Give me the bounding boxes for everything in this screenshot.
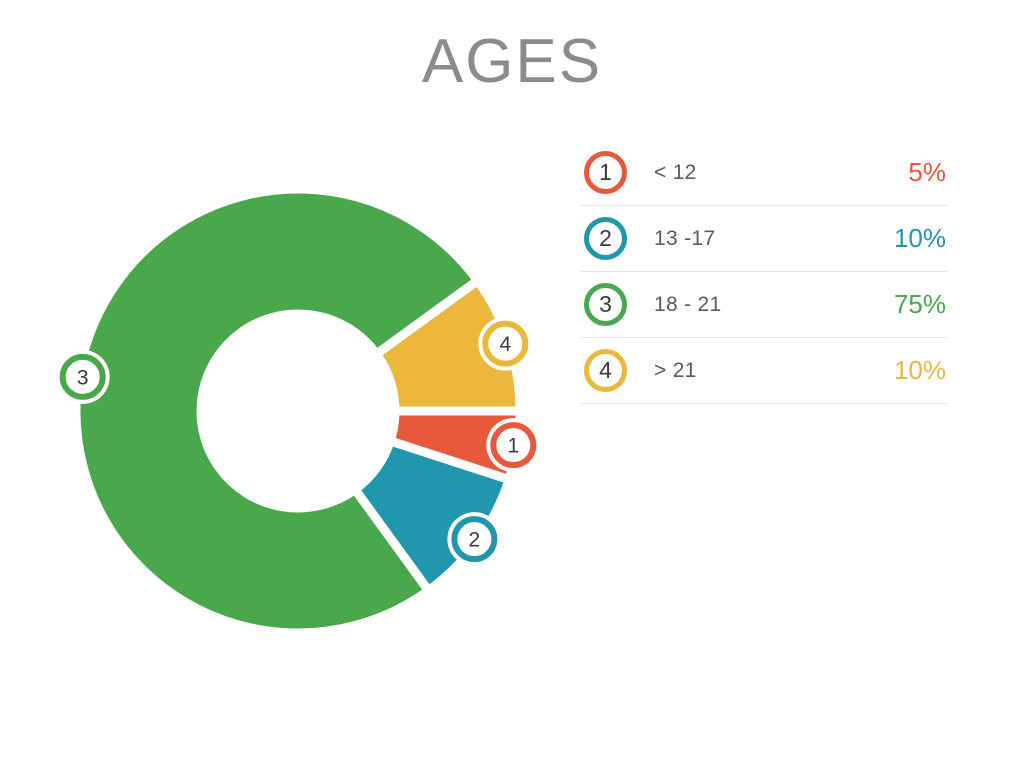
legend-value: 10% bbox=[893, 223, 946, 253]
slice-marker-ring bbox=[490, 422, 537, 469]
slice-marker-number: 3 bbox=[77, 366, 89, 389]
slice-marker-ring bbox=[451, 516, 498, 563]
slice-marker-ring bbox=[59, 353, 106, 400]
legend-number-badge: 3 bbox=[584, 283, 627, 326]
legend-value: 5% bbox=[908, 157, 946, 187]
legend-value: 10% bbox=[893, 355, 946, 385]
page-title: AGES bbox=[421, 27, 603, 96]
legend-row: 3 18 - 21 75% bbox=[580, 272, 948, 338]
legend-value: 75% bbox=[893, 289, 946, 319]
legend-row: 4 > 21 10% bbox=[580, 338, 948, 404]
legend-label: > 21 bbox=[654, 358, 697, 382]
legend-row: 2 13 -17 10% bbox=[580, 206, 948, 272]
slice-marker-number: 2 bbox=[469, 529, 481, 552]
legend-label: 18 - 21 bbox=[654, 292, 722, 316]
legend-number-badge: 2 bbox=[584, 217, 627, 260]
slice-marker-number: 4 bbox=[499, 333, 511, 356]
legend-number-badge: 4 bbox=[584, 349, 627, 392]
slice-marker-ring bbox=[482, 320, 529, 367]
legend-row: 1 < 12 5% bbox=[580, 140, 948, 206]
donut-chart-container: 4 1 2 3 bbox=[28, 141, 568, 681]
slice-marker-number: 1 bbox=[507, 435, 519, 458]
donut-slice bbox=[71, 184, 483, 638]
legend-number-badge: 1 bbox=[584, 151, 627, 194]
legend: 1 < 12 5% 2 13 -17 10% 3 18 - 21 75% 4 >… bbox=[580, 140, 948, 404]
legend-label: < 12 bbox=[654, 160, 697, 184]
donut-chart: 4 1 2 3 bbox=[55, 184, 541, 638]
legend-label: 13 -17 bbox=[654, 226, 716, 250]
